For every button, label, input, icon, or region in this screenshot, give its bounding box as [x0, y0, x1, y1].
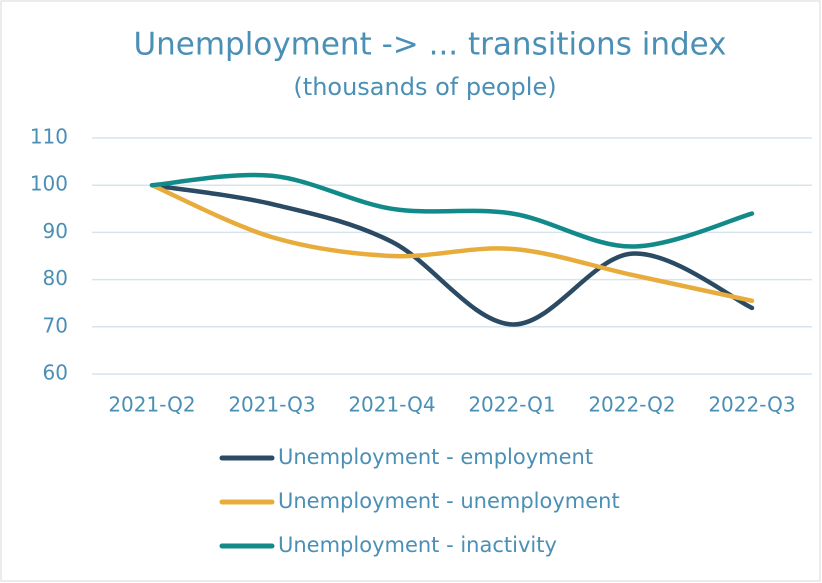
legend-label: Unemployment - unemployment — [278, 489, 620, 513]
x-tick-label: 2021-Q4 — [348, 393, 435, 417]
y-tick-label: 80 — [43, 266, 68, 290]
y-tick-label: 100 — [30, 172, 68, 196]
x-tick-label: 2022-Q3 — [708, 393, 795, 417]
y-tick-label: 60 — [43, 361, 68, 385]
series-line — [149, 182, 755, 327]
chart-title: Unemployment -> ... transitions index — [133, 27, 726, 63]
series-line — [149, 182, 755, 304]
y-tick-label: 110 — [30, 125, 68, 149]
y-tick-label: 90 — [43, 219, 68, 243]
y-tick-label: 70 — [43, 313, 68, 337]
chart-subtitle: (thousands of people) — [293, 73, 556, 101]
x-tick-label: 2021-Q3 — [228, 393, 315, 417]
x-tick-label: 2022-Q2 — [588, 393, 675, 417]
x-tick-label: 2021-Q2 — [108, 393, 195, 417]
x-tick-label: 2022-Q1 — [468, 393, 555, 417]
legend-label: Unemployment - employment — [278, 445, 593, 469]
series-line — [149, 172, 755, 249]
legend-label: Unemployment - inactivity — [278, 533, 557, 557]
